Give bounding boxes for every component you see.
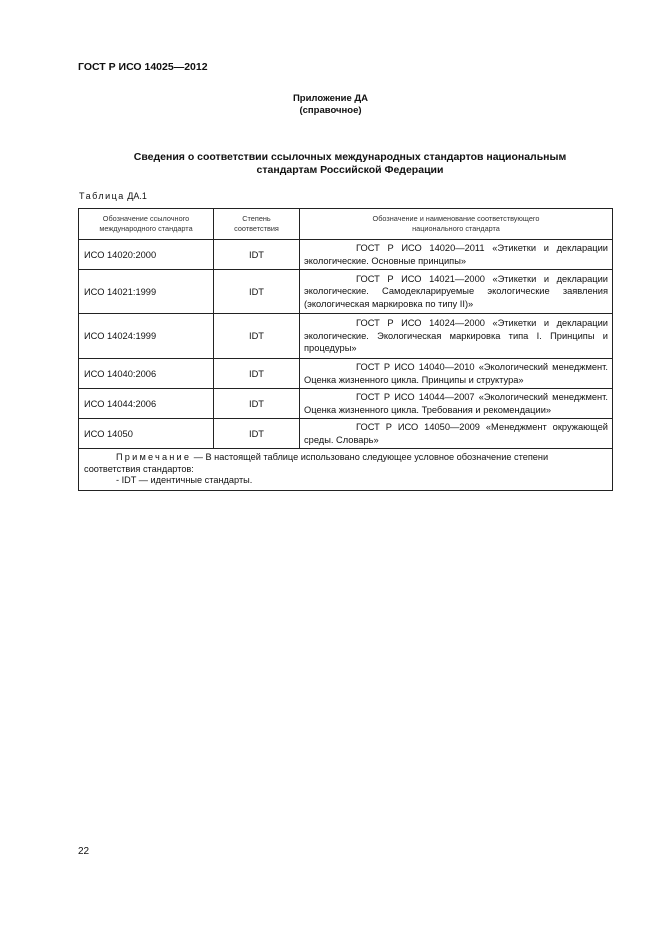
note-item: - IDT — идентичные стандарты. — [116, 475, 253, 485]
appendix-heading: Приложение ДА (справочное) — [0, 93, 661, 117]
table-header-row: Обозначение ссылочного международного ст… — [78, 208, 613, 240]
degree-cell: IDT — [213, 388, 300, 419]
national-standard-cell: ГОСТ Р ИСО 14021—2000 «Этикетки и деклар… — [299, 269, 613, 314]
international-standard-cell: ИСО 14024:1999 — [78, 313, 214, 359]
national-standard-cell: ГОСТ Р ИСО 14020—2011 «Этикетки и деклар… — [299, 239, 613, 270]
degree-cell: IDT — [213, 269, 300, 314]
column-header: Степень соответствия — [213, 208, 300, 240]
international-standard-cell: ИСО 14040:2006 — [78, 358, 214, 389]
table-label-word: Таблица — [79, 191, 125, 201]
table-row: ИСО 14021:1999 IDT ГОСТ Р ИСО 14021—2000… — [78, 269, 613, 314]
national-standard-text: ГОСТ Р ИСО 14050—2009 «Менеджмент окружа… — [304, 422, 608, 445]
national-standard-text: ГОСТ Р ИСО 14040—2010 «Экологический мен… — [304, 362, 608, 385]
table-row: ИСО 14050 IDT ГОСТ Р ИСО 14050—2009 «Мен… — [78, 418, 613, 449]
table-row: ИСО 14020:2000 IDT ГОСТ Р ИСО 14020—2011… — [78, 239, 613, 270]
note-text: — В настоящей таблице использовано следу… — [84, 452, 549, 474]
section-title: Сведения о соответствии ссылочных междун… — [90, 151, 610, 177]
national-standard-cell: ГОСТ Р ИСО 14024—2000 «Этикетки и деклар… — [299, 313, 613, 359]
table-note-row: Примечание — В настоящей таблице использ… — [78, 448, 613, 491]
national-standard-text: ГОСТ Р ИСО 14020—2011 «Этикетки и деклар… — [304, 243, 608, 266]
table-row: ИСО 14024:1999 IDT ГОСТ Р ИСО 14024—2000… — [78, 313, 613, 359]
note-label: Примечание — [116, 452, 192, 462]
table-row: ИСО 14040:2006 IDT ГОСТ Р ИСО 14040—2010… — [78, 358, 613, 389]
degree-cell: IDT — [213, 313, 300, 359]
table-row: ИСО 14044:2006 IDT ГОСТ Р ИСО 14044—2007… — [78, 388, 613, 419]
column-header: Обозначение и наименование соответствующ… — [299, 208, 613, 240]
document-header: ГОСТ Р ИСО 14025—2012 — [78, 61, 208, 73]
international-standard-cell: ИСО 14044:2006 — [78, 388, 214, 419]
national-standard-text: ГОСТ Р ИСО 14044—2007 «Экологический мен… — [304, 392, 608, 415]
column-header: Обозначение ссылочного международного ст… — [78, 208, 214, 240]
national-standard-cell: ГОСТ Р ИСО 14040—2010 «Экологический мен… — [299, 358, 613, 389]
degree-cell: IDT — [213, 418, 300, 449]
correspondence-table: Обозначение ссылочного международного ст… — [78, 208, 613, 491]
degree-cell: IDT — [213, 239, 300, 270]
national-standard-cell: ГОСТ Р ИСО 14044—2007 «Экологический мен… — [299, 388, 613, 419]
appendix-title: Приложение ДА — [292, 93, 369, 104]
international-standard-cell: ИСО 14021:1999 — [78, 269, 214, 314]
title-line-2: стандартам Российской Федерации — [256, 164, 444, 176]
table-note: Примечание — В настоящей таблице использ… — [78, 448, 613, 491]
national-standard-cell: ГОСТ Р ИСО 14050—2009 «Менеджмент окружа… — [299, 418, 613, 449]
page-number: 22 — [78, 846, 90, 857]
title-line-1: Сведения о соответствии ссылочных междун… — [133, 151, 567, 163]
national-standard-text: ГОСТ Р ИСО 14021—2000 «Этикетки и деклар… — [304, 273, 608, 309]
international-standard-cell: ИСО 14020:2000 — [78, 239, 214, 270]
international-standard-cell: ИСО 14050 — [78, 418, 214, 449]
table-label: Таблица ДА.1 — [79, 191, 147, 201]
national-standard-text: ГОСТ Р ИСО 14024—2000 «Этикетки и деклар… — [304, 318, 608, 354]
appendix-subtitle: (справочное) — [299, 105, 362, 116]
degree-cell: IDT — [213, 358, 300, 389]
table-label-number: ДА.1 — [124, 191, 147, 201]
